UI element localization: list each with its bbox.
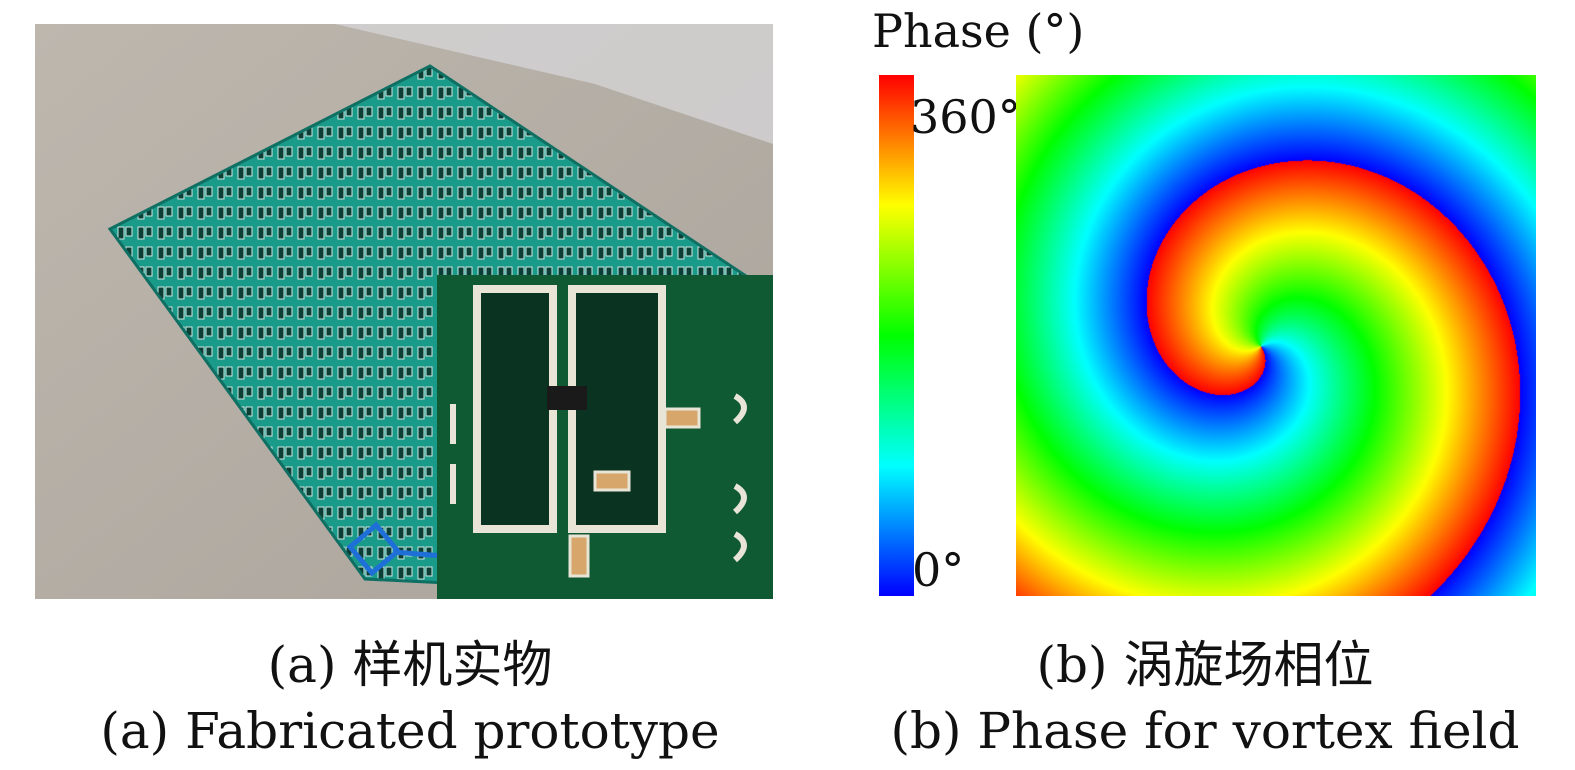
plastic-film <box>335 24 773 144</box>
colorbar-title: Phase (°) <box>872 4 1085 58</box>
caption-b-english: (b) Phase for vortex field <box>890 702 1520 760</box>
colorbar-max-label: 360° <box>910 90 1021 144</box>
caption-a-english: (a) Fabricated prototype <box>100 702 720 760</box>
caption-a-chinese: (a) 样机实物 <box>267 636 553 694</box>
caption-b-chinese: (b) 涡旋场相位 <box>1036 636 1374 694</box>
unit-cell-inset <box>437 275 773 599</box>
phase-colorbar <box>879 75 914 596</box>
colorbar-min-label: 0° <box>912 543 965 597</box>
prototype-photo <box>35 24 773 599</box>
highlighted-unit-cell <box>346 521 402 577</box>
vortex-phase-map <box>1016 75 1536 596</box>
